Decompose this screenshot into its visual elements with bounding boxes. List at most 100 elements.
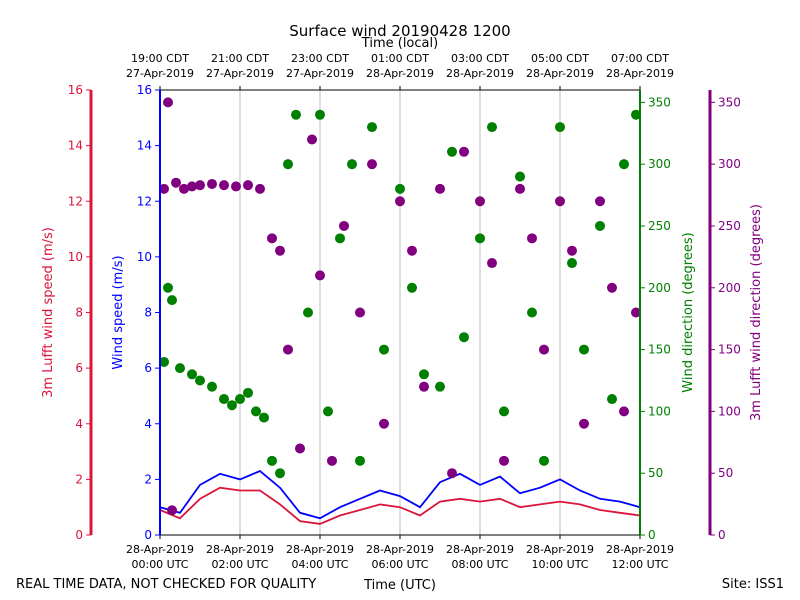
wind-dir-point	[407, 282, 417, 293]
x2-tick-label-time: 05:00 CDT	[531, 52, 589, 65]
wind-dir-point	[499, 406, 509, 417]
x-tick-label-date: 28-Apr-2019	[286, 543, 354, 556]
lufft-dir-point	[367, 159, 377, 170]
wind-dir-axis-tick-label: 200	[648, 281, 671, 295]
lufft-dir-point	[179, 183, 189, 194]
wind-dir-point	[315, 109, 325, 120]
lufft-speed-axis-tick-label: 0	[75, 528, 83, 542]
lufft-dir-point	[527, 233, 537, 244]
lufft-dir-axis-tick-label: 100	[718, 404, 741, 418]
x2-tick-label-date: 28-Apr-2019	[366, 67, 434, 80]
wind-dir-point	[567, 258, 577, 269]
lufft-speed-line	[159, 486, 641, 525]
wind-dir-point	[347, 159, 357, 170]
wind-dir-point	[475, 233, 485, 244]
wind-dir-point	[251, 406, 261, 417]
direction-series	[159, 97, 641, 516]
wind-dir-axis-label: Wind direction (degrees)	[681, 232, 696, 392]
lufft-dir-point	[275, 245, 285, 256]
wind-dir-point	[275, 468, 285, 479]
x2-tick-label-time: 01:00 CDT	[371, 52, 429, 65]
wind-dir-point	[631, 109, 641, 120]
x2-tick-label-date: 27-Apr-2019	[126, 67, 194, 80]
wind-dir-axis-tick-label: 50	[648, 466, 663, 480]
wind-dir-point	[367, 122, 377, 133]
wind-dir-point	[159, 356, 169, 367]
lufft-dir-point	[459, 146, 469, 157]
wind-speed-axis-label: Wind speed (m/s)	[111, 255, 126, 369]
x-tick-label-date: 28-Apr-2019	[206, 543, 274, 556]
x-tick-label-date: 28-Apr-2019	[366, 543, 434, 556]
lufft-dir-point	[195, 180, 205, 191]
wind-dir-point	[163, 282, 173, 293]
x-tick-label-time: 00:00 UTC	[131, 558, 188, 571]
wind-dir-axis-tick-label: 350	[648, 95, 671, 109]
wind-dir-axis-tick-label: 250	[648, 219, 671, 233]
wind-speed-line	[159, 469, 641, 520]
wind-dir-point	[187, 369, 197, 380]
lufft-dir-point	[447, 468, 457, 479]
axes: 28-Apr-2019 00:00 UTC 28-Apr-2019 02:00 UTC…	[41, 52, 764, 571]
x2-tick-label-date: 27-Apr-2019	[286, 67, 354, 80]
x-tick-label-time: 04:00 UTC	[291, 558, 348, 571]
local-time-axis-label: Time (local)	[361, 36, 438, 51]
lufft-speed-axis-tick-label: 14	[68, 139, 83, 153]
lufft-dir-point	[579, 418, 589, 429]
wind-dir-axis-tick-label: 300	[648, 157, 671, 171]
lufft-dir-axis-tick-label: 150	[718, 343, 741, 357]
lufft-dir-point	[159, 183, 169, 194]
lufft-speed-axis-tick-label: 6	[75, 361, 83, 375]
wind-speed-axis-tick-label: 10	[137, 250, 152, 264]
wind-speed-axis-tick-label: 8	[144, 306, 152, 320]
wind-dir-point	[515, 171, 525, 182]
lufft-speed-axis-tick-label: 16	[68, 83, 83, 97]
x-axis-label: Time (UTC)	[363, 578, 436, 593]
wind-speed-axis-tick-label: 14	[137, 139, 152, 153]
x-tick-label-time: 08:00 UTC	[451, 558, 508, 571]
lufft-dir-point	[607, 282, 617, 293]
wind-dir-point	[487, 122, 497, 133]
lufft-dir-point	[567, 245, 577, 256]
lufft-dir-axis-tick-label: 350	[718, 95, 741, 109]
lufft-dir-point	[219, 180, 229, 191]
lufft-dir-point	[539, 344, 549, 355]
wind-speed-axis-tick-label: 4	[144, 417, 152, 431]
lufft-dir-point	[339, 220, 349, 231]
wind-speed-axis-tick-label: 0	[144, 528, 152, 542]
wind-dir-point	[395, 183, 405, 194]
x2-tick-label-time: 23:00 CDT	[291, 52, 349, 65]
lufft-dir-point	[355, 307, 365, 318]
wind-dir-point	[219, 394, 229, 405]
wind-dir-point	[447, 146, 457, 157]
wind-dir-point	[243, 387, 253, 398]
lufft-speed-axis-tick-label: 10	[68, 250, 83, 264]
wind-dir-point	[323, 406, 333, 417]
wind-speed-axis-tick-label: 2	[144, 472, 152, 486]
lufft-dir-point	[407, 245, 417, 256]
lufft-dir-axis-tick-label: 0	[718, 528, 726, 542]
wind-dir-point	[435, 381, 445, 392]
lufft-dir-axis-tick-label: 250	[718, 219, 741, 233]
wind-dir-point	[335, 233, 345, 244]
lufft-dir-point	[283, 344, 293, 355]
lufft-dir-point	[327, 455, 337, 466]
wind-dir-point	[259, 412, 269, 423]
lufft-dir-point	[231, 181, 241, 192]
wind-speed-axis-tick-label: 16	[137, 83, 152, 97]
chart-title: Surface wind 20190428 1200	[289, 22, 510, 40]
lufft-dir-axis-tick-label: 200	[718, 281, 741, 295]
lufft-dir-point	[555, 196, 565, 207]
lufft-dir-point	[207, 178, 217, 189]
x2-tick-label-time: 03:00 CDT	[451, 52, 509, 65]
lufft-dir-point	[395, 196, 405, 207]
x-tick-label-date: 28-Apr-2019	[126, 543, 194, 556]
lufft-speed-axis-tick-label: 2	[75, 472, 83, 486]
lufft-speed-axis-tick-label: 8	[75, 306, 83, 320]
wind-dir-point	[459, 332, 469, 343]
wind-dir-point	[419, 369, 429, 380]
x-tick-label-date: 28-Apr-2019	[606, 543, 674, 556]
wind-dir-axis-tick-label: 0	[648, 528, 656, 542]
x-tick-label-time: 12:00 UTC	[611, 558, 668, 571]
lufft-dir-axis-tick-label: 50	[718, 466, 733, 480]
